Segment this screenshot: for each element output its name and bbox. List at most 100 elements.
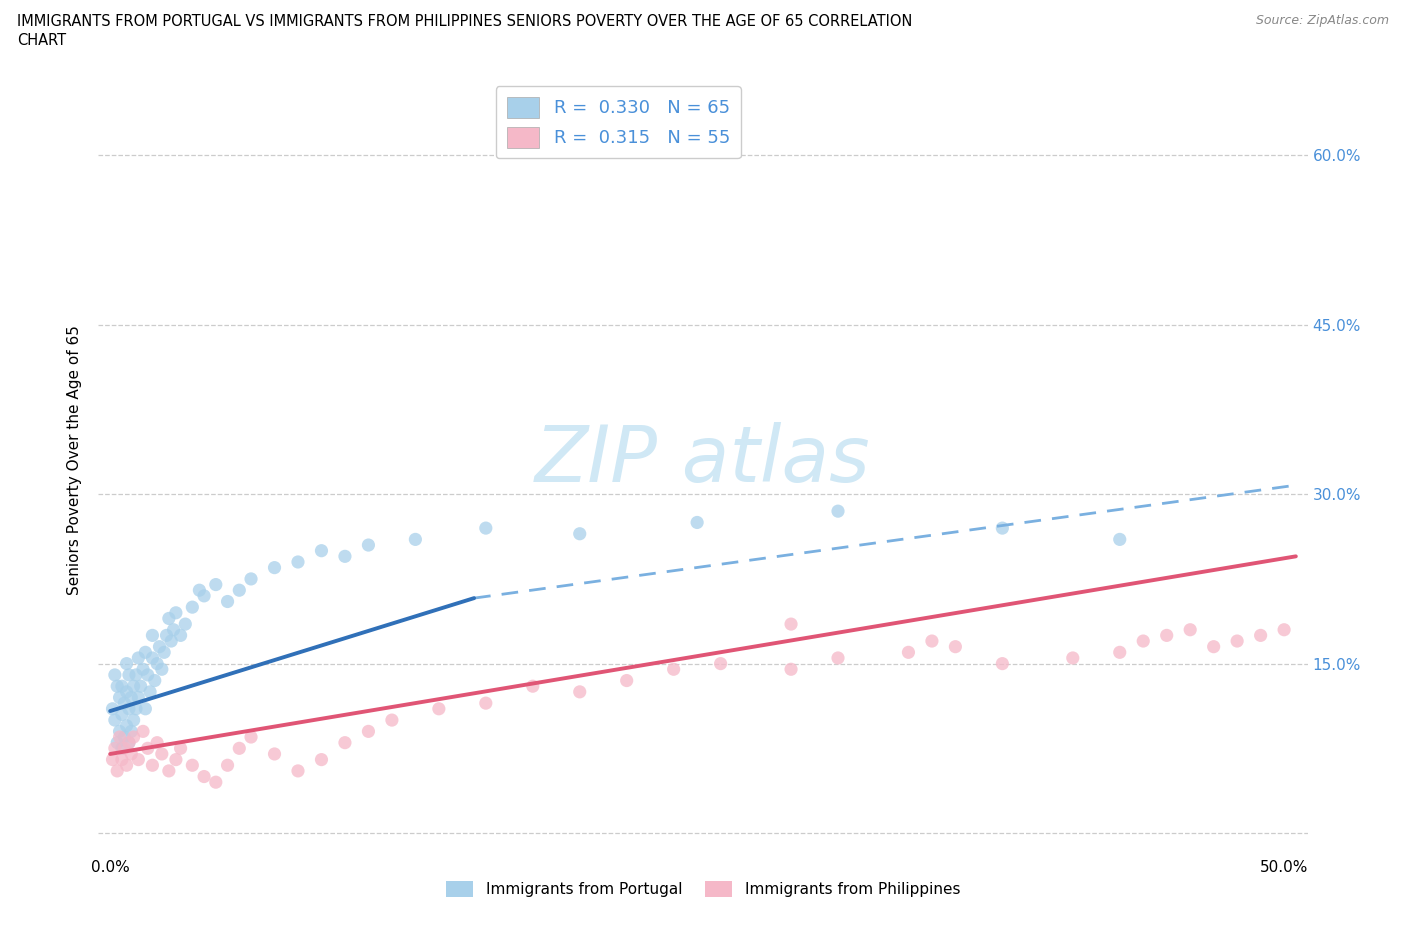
Point [1226,633,1249,648]
Point [112,729,135,744]
Point [127,690,149,705]
Point [160,633,183,648]
Point [101,701,124,716]
Point [127,752,149,767]
Point [263,747,285,762]
Point [897,644,920,659]
Point [153,644,176,659]
Point [1250,628,1272,643]
Point [118,701,141,716]
Point [150,662,173,677]
Point [125,701,148,716]
Text: CHART: CHART [17,33,66,47]
Point [616,673,638,688]
Point [240,729,263,744]
Text: ZIP atlas: ZIP atlas [536,422,870,498]
Point [193,769,215,784]
Point [311,543,333,558]
Point [404,532,426,547]
Point [105,679,128,694]
Point [204,578,226,592]
Point [134,701,156,716]
Text: Source: ZipAtlas.com: Source: ZipAtlas.com [1256,14,1389,27]
Point [118,668,141,683]
Point [112,741,135,756]
Point [228,741,250,756]
Point [1062,651,1084,666]
Point [991,521,1014,536]
Point [108,729,131,744]
Point [146,736,169,751]
Point [357,538,380,552]
Point [157,764,180,778]
Point [127,651,149,666]
Point [311,752,333,767]
Y-axis label: Seniors Poverty Over the Age of 65: Seniors Poverty Over the Age of 65 [67,326,83,595]
Point [165,752,187,767]
Point [1108,644,1130,659]
Point [475,696,498,711]
Point [568,526,591,541]
Point [827,651,849,666]
Point [169,741,191,756]
Point [662,662,685,677]
Point [104,741,127,756]
Point [165,605,187,620]
Point [120,690,142,705]
Point [108,690,131,705]
Point [132,724,155,738]
Point [143,673,166,688]
Point [157,611,180,626]
Point [111,752,134,767]
Point [104,668,127,683]
Point [115,718,138,733]
Point [381,712,404,727]
Point [120,747,142,762]
Point [686,515,709,530]
Point [193,589,215,604]
Point [240,571,263,587]
Point [174,617,197,631]
Point [105,736,128,751]
Text: IMMIGRANTS FROM PORTUGAL VS IMMIGRANTS FROM PHILIPPINES SENIORS POVERTY OVER THE: IMMIGRANTS FROM PORTUGAL VS IMMIGRANTS F… [17,14,912,29]
Point [122,712,145,727]
Point [263,560,285,575]
Point [112,696,135,711]
Legend: Immigrants from Portugal, Immigrants from Philippines: Immigrants from Portugal, Immigrants fro… [440,875,966,903]
Point [780,617,803,631]
Point [120,724,142,738]
Point [710,657,733,671]
Point [122,729,145,744]
Point [111,707,134,722]
Point [287,554,309,569]
Point [181,600,204,615]
Point [162,622,184,637]
Point [287,764,309,778]
Point [1156,628,1178,643]
Point [921,633,943,648]
Point [204,775,226,790]
Point [217,758,239,773]
Point [134,644,156,659]
Point [115,758,138,773]
Point [150,747,173,762]
Point [945,639,967,654]
Point [357,724,380,738]
Point [129,679,152,694]
Point [141,651,163,666]
Point [827,504,849,519]
Point [780,662,803,677]
Point [333,549,356,564]
Point [125,668,148,683]
Point [427,701,450,716]
Point [1132,633,1154,648]
Point [475,521,498,536]
Point [146,657,169,671]
Point [141,758,163,773]
Point [115,657,138,671]
Point [217,594,239,609]
Point [104,712,127,727]
Point [228,583,250,598]
Point [1272,622,1295,637]
Point [155,628,177,643]
